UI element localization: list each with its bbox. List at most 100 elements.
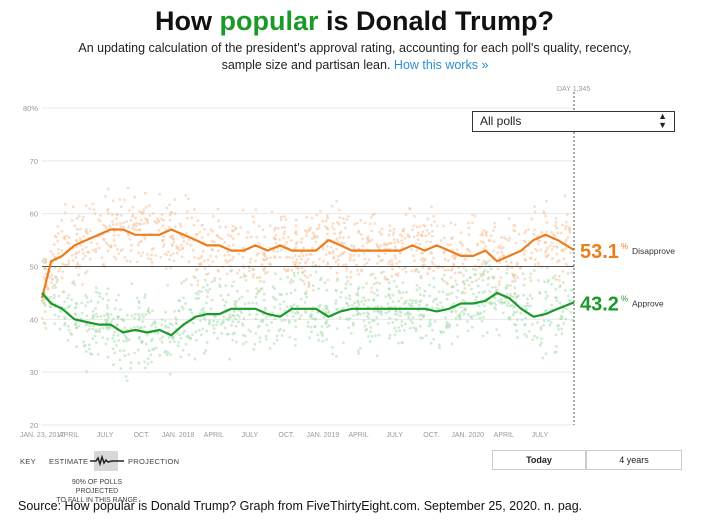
poll-dot <box>411 321 415 325</box>
poll-dot <box>499 298 503 301</box>
poll-dot <box>566 235 570 239</box>
poll-dot <box>498 244 502 248</box>
poll-dot <box>160 217 163 221</box>
poll-dot <box>482 247 486 251</box>
poll-dot <box>430 234 434 238</box>
poll-dot <box>94 312 98 316</box>
poll-dot <box>555 299 559 303</box>
poll-dot <box>53 294 56 297</box>
poll-dot <box>481 279 485 282</box>
poll-dot <box>264 334 268 338</box>
poll-filter-dropdown[interactable]: All polls ▲ ▼ <box>472 111 675 132</box>
poll-dot <box>327 311 331 315</box>
poll-dot <box>70 253 74 257</box>
poll-dot <box>88 327 91 331</box>
poll-dot <box>56 248 60 251</box>
poll-dot <box>234 324 238 328</box>
poll-dot <box>137 361 141 365</box>
poll-dot <box>369 326 373 330</box>
poll-dot <box>80 311 84 315</box>
poll-dot <box>416 231 420 235</box>
poll-dot <box>112 255 116 259</box>
poll-dot <box>391 233 395 237</box>
poll-dot <box>446 259 450 263</box>
poll-dot <box>160 323 164 327</box>
poll-dot <box>180 255 184 259</box>
poll-dot <box>104 225 108 228</box>
y-tick-label: 60 <box>30 210 38 219</box>
poll-dot <box>231 237 235 241</box>
poll-dot <box>395 285 399 289</box>
page-title: How popular is Donald Trump? <box>154 6 554 36</box>
poll-dot <box>191 248 195 252</box>
poll-dot <box>335 307 339 311</box>
poll-dot <box>67 259 71 263</box>
poll-dot <box>529 272 533 276</box>
poll-dot <box>388 224 392 228</box>
poll-dot <box>316 235 319 239</box>
poll-dot <box>553 350 557 354</box>
today-toggle[interactable]: Today <box>492 450 586 470</box>
poll-dot <box>433 220 437 224</box>
poll-dot <box>212 327 216 331</box>
poll-dot <box>380 305 383 309</box>
poll-dot <box>471 267 475 271</box>
poll-dot <box>341 263 345 267</box>
poll-dot <box>555 344 558 348</box>
poll-dot <box>86 329 89 333</box>
poll-dot <box>48 275 51 279</box>
poll-dot <box>511 295 515 299</box>
poll-dot <box>255 287 259 291</box>
how-this-works-link[interactable]: How this works » <box>393 58 489 72</box>
poll-dot <box>282 236 285 240</box>
poll-dot <box>526 304 530 308</box>
poll-dot <box>348 255 352 259</box>
poll-dot <box>314 240 318 244</box>
poll-dot <box>292 303 296 307</box>
poll-dot <box>394 273 398 277</box>
poll-dot <box>491 229 495 233</box>
poll-dot <box>57 315 61 318</box>
poll-dot <box>193 276 197 280</box>
poll-dot <box>162 245 165 248</box>
poll-dot <box>452 302 456 305</box>
poll-dot <box>177 309 181 313</box>
poll-dot <box>182 296 185 300</box>
poll-dot <box>336 239 340 243</box>
poll-dot <box>460 252 463 256</box>
poll-dot <box>62 236 66 240</box>
poll-dot <box>111 347 115 351</box>
poll-dot <box>549 320 553 324</box>
poll-dot <box>119 205 123 209</box>
poll-dot <box>125 379 129 383</box>
poll-dot <box>534 247 537 251</box>
poll-dot <box>147 256 150 260</box>
poll-dot <box>513 286 517 290</box>
poll-dot <box>258 340 262 344</box>
poll-dot <box>474 279 478 282</box>
poll-dot <box>43 266 47 270</box>
poll-dot <box>56 278 59 282</box>
poll-dot <box>521 272 525 276</box>
poll-dot <box>160 318 164 321</box>
poll-dot <box>386 302 390 305</box>
x-tick-label: APRIL <box>348 432 368 439</box>
poll-dot <box>402 302 406 306</box>
poll-dot <box>305 275 309 279</box>
poll-dot <box>123 354 127 358</box>
poll-dot <box>478 316 482 320</box>
poll-dot <box>391 321 395 324</box>
poll-dot <box>470 325 474 329</box>
poll-dot <box>68 236 71 239</box>
poll-dot <box>387 287 391 291</box>
poll-dot <box>205 329 209 333</box>
poll-dot <box>283 215 287 218</box>
poll-dot <box>307 285 311 289</box>
poll-dot <box>470 221 474 225</box>
poll-dot <box>463 308 467 312</box>
poll-dot <box>321 308 325 312</box>
four-years-toggle[interactable]: 4 years <box>586 450 682 470</box>
poll-dot <box>509 284 512 288</box>
poll-dot <box>530 251 534 255</box>
poll-dot <box>67 242 71 245</box>
